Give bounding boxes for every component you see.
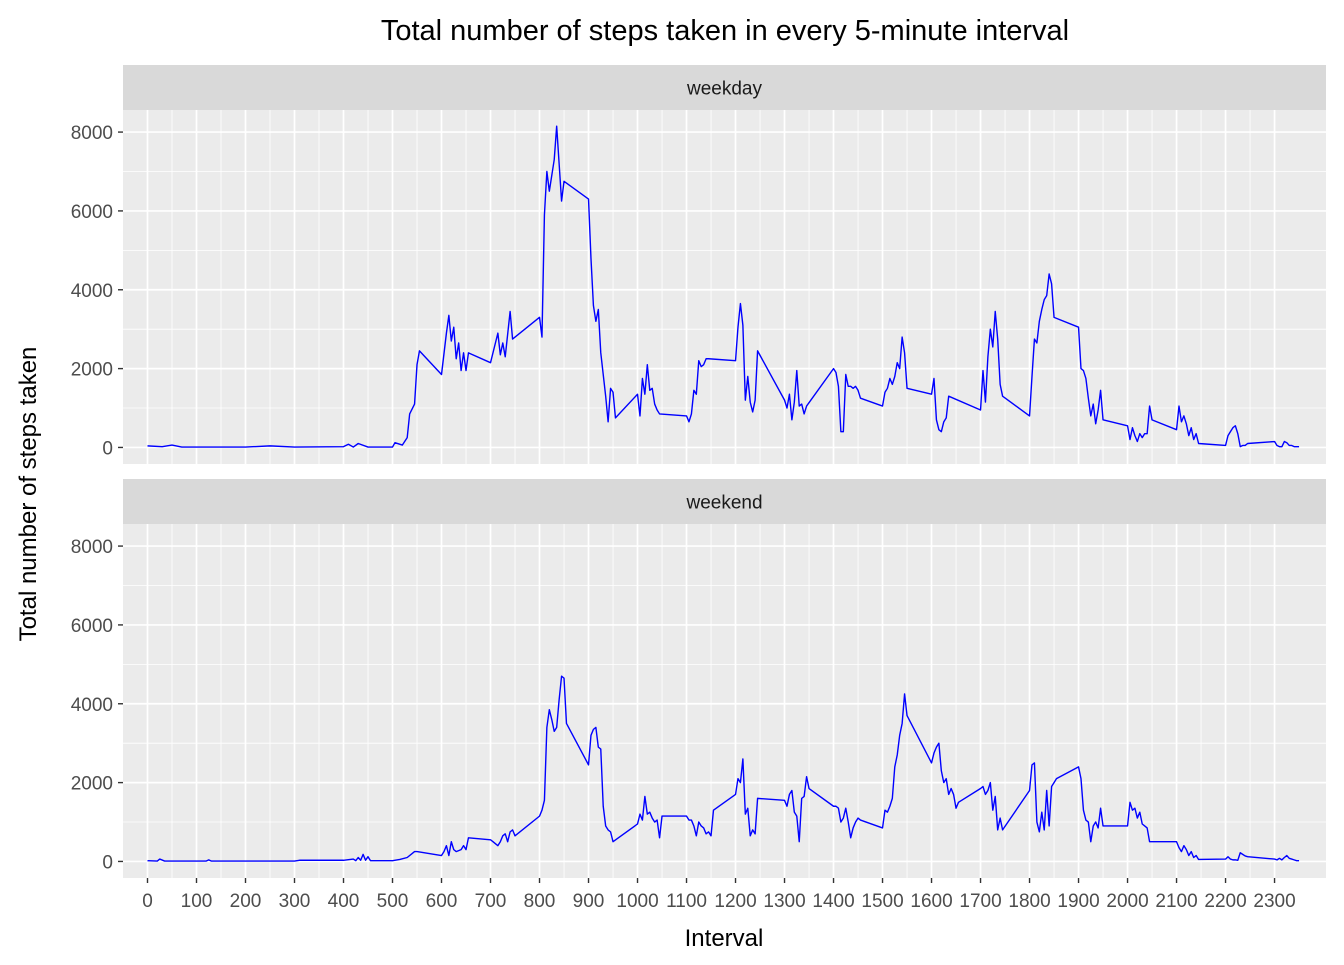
x-tick-label: 100 bbox=[181, 891, 213, 912]
y-tick-label: 8000 bbox=[71, 537, 113, 558]
x-tick-label: 300 bbox=[279, 891, 311, 912]
x-tick-label: 1400 bbox=[812, 891, 854, 912]
facet-strip-weekday bbox=[123, 65, 1326, 110]
x-tick-label: 600 bbox=[426, 891, 458, 912]
x-tick-label: 200 bbox=[230, 891, 262, 912]
y-tick-label: 2000 bbox=[71, 360, 113, 381]
x-tick-label: 1900 bbox=[1057, 891, 1099, 912]
x-tick-label: 900 bbox=[573, 891, 605, 912]
x-tick-label: 1600 bbox=[910, 891, 952, 912]
x-tick-label: 500 bbox=[377, 891, 409, 912]
y-tick-label: 2000 bbox=[71, 774, 113, 795]
x-tick-label: 1100 bbox=[666, 891, 707, 912]
y-tick-label: 0 bbox=[102, 438, 113, 459]
x-tick-label: 1800 bbox=[1008, 891, 1050, 912]
facet-label-weekend: weekend bbox=[685, 493, 762, 514]
y-tick-label: 6000 bbox=[71, 202, 113, 223]
x-tick-label: 2300 bbox=[1253, 891, 1295, 912]
y-tick-label: 4000 bbox=[71, 695, 113, 716]
x-tick-label: 1200 bbox=[714, 891, 756, 912]
x-tick-label: 400 bbox=[328, 891, 360, 912]
x-tick-label: 0 bbox=[142, 891, 153, 912]
panel-background-weekday bbox=[123, 110, 1326, 464]
series-line-weekend bbox=[147, 675, 1300, 862]
x-tick-label: 1000 bbox=[616, 891, 658, 912]
y-axis-label: Total number of steps taken bbox=[15, 347, 42, 642]
facet-strip-weekend bbox=[123, 479, 1326, 524]
x-tick-label: 2100 bbox=[1155, 891, 1197, 912]
x-tick-label: 2000 bbox=[1106, 891, 1148, 912]
x-axis-label: Interval bbox=[685, 925, 764, 952]
x-tick-label: 1500 bbox=[861, 891, 903, 912]
series-line-weekday bbox=[147, 125, 1300, 448]
y-tick-label: 4000 bbox=[71, 281, 113, 302]
x-tick-label: 800 bbox=[524, 891, 556, 912]
panel-background-weekend bbox=[123, 524, 1326, 878]
y-tick-label: 0 bbox=[102, 852, 113, 873]
facet-label-weekday: weekday bbox=[686, 79, 762, 100]
x-tick-label: 2200 bbox=[1204, 891, 1246, 912]
x-tick-label: 1700 bbox=[959, 891, 1001, 912]
y-tick-label: 6000 bbox=[71, 616, 113, 637]
x-tick-label: 1300 bbox=[763, 891, 805, 912]
chart-title: Total number of steps taken in every 5-m… bbox=[381, 15, 1069, 47]
x-tick-label: 700 bbox=[475, 891, 507, 912]
y-tick-label: 8000 bbox=[71, 123, 113, 144]
